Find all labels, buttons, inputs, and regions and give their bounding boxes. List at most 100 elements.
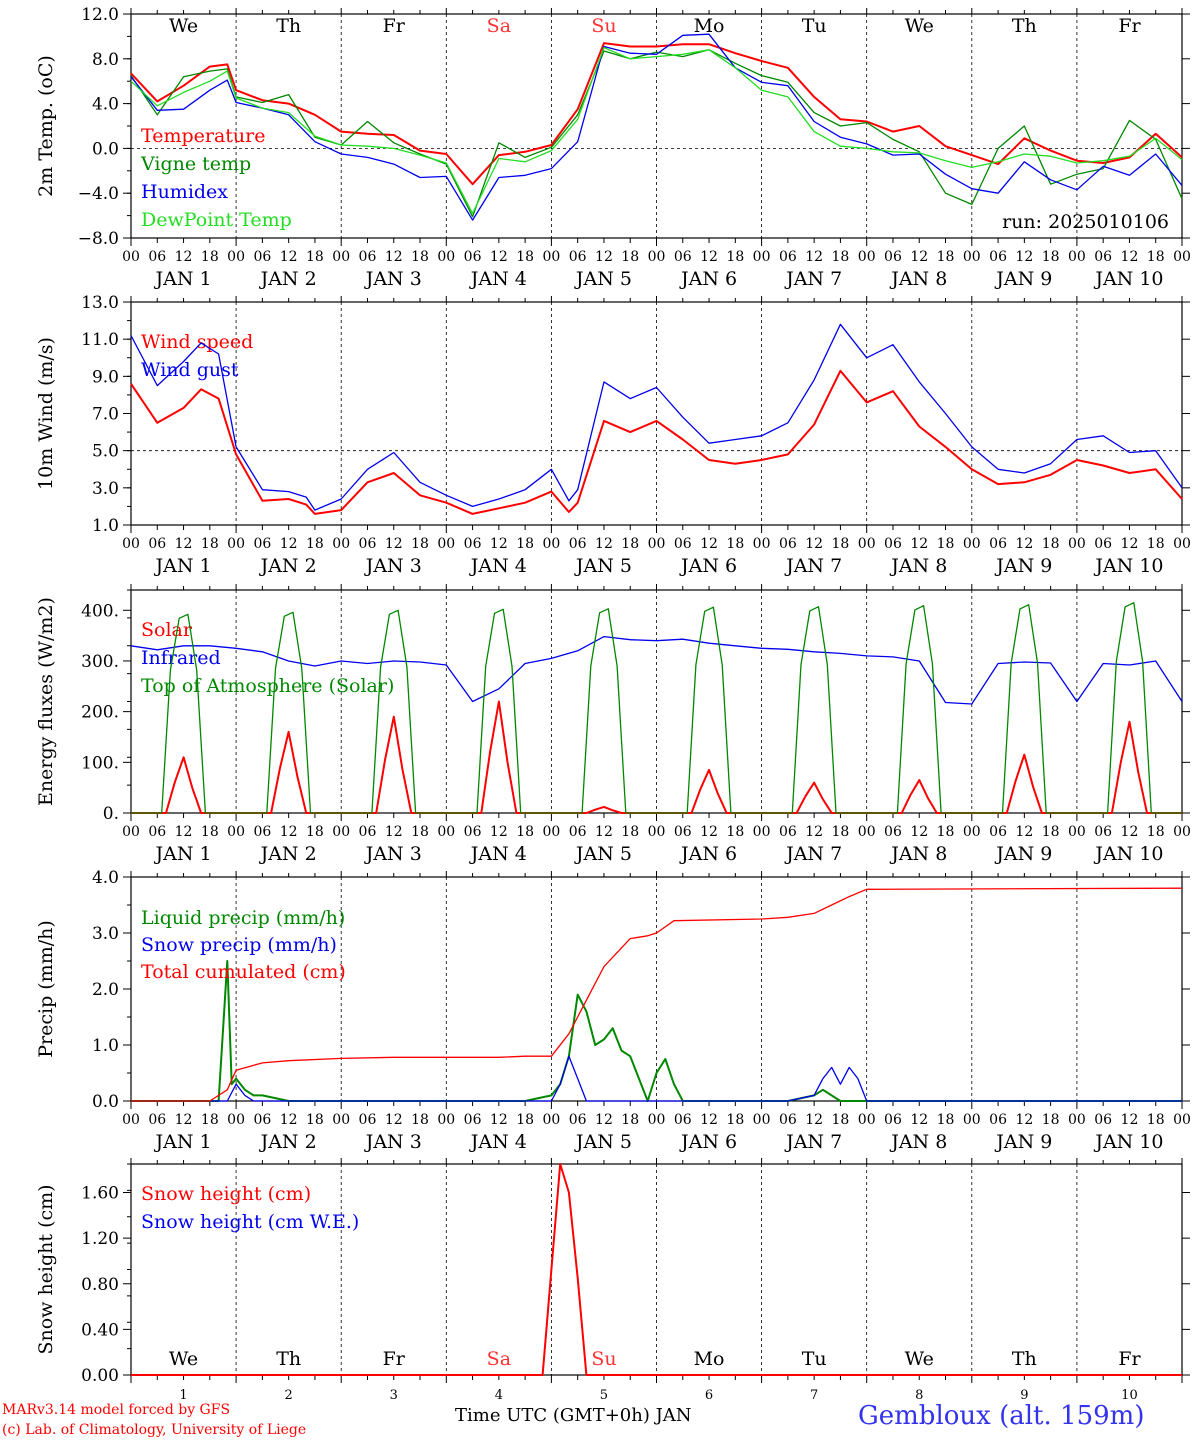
day-name: Mo	[694, 15, 725, 37]
x-hour-label: 06	[569, 824, 587, 840]
x-hour-label: 18	[726, 824, 744, 840]
x-hour-label: 18	[1147, 824, 1165, 840]
x-date-label: JAN 1	[154, 1131, 212, 1153]
legend-entry: Snow height (cm W.E.)	[141, 1211, 359, 1233]
day-name: Th	[276, 1348, 301, 1370]
x-hour-label: 12	[280, 249, 298, 265]
x-hour-label: 12	[700, 1112, 718, 1128]
x-hour-label: 06	[779, 249, 797, 265]
panel-flux: 400.300.200.100.0.00 06 12 18 00 06 12 18 00 06 12…	[35, 584, 1191, 865]
x-hour-label: 12	[1121, 536, 1139, 552]
x-hour-label: 12	[280, 824, 298, 840]
day-name: Su	[591, 15, 616, 37]
x-date-label: JAN 4	[469, 1131, 527, 1153]
x-hour-label: 12	[175, 249, 193, 265]
x-hour-label: 06	[148, 249, 166, 265]
x-hour-label: 06	[674, 536, 692, 552]
x-date-label: JAN 9	[994, 555, 1052, 577]
x-hour-label: 18	[306, 1112, 324, 1128]
y-tick-label: 0.0	[92, 1092, 119, 1112]
day-name: Tu	[802, 1348, 827, 1370]
day-name: Su	[591, 1348, 616, 1370]
day-name: Fr	[383, 15, 406, 37]
x-date-label: JAN 2	[259, 555, 317, 577]
series-line-vigne-temp	[130, 49, 1183, 218]
x-hour-label: 12	[910, 824, 928, 840]
x-date-label: JAN 5	[574, 268, 632, 290]
series-line-infrared	[130, 635, 1183, 705]
x-date-label: JAN 6	[679, 268, 737, 290]
x-date-label: JAN 5	[574, 555, 632, 577]
x-hour-label: 00	[753, 536, 771, 552]
y-axis-label: Precip (mm/h)	[35, 920, 57, 1058]
x-date-label: JAN 2	[259, 268, 317, 290]
x-hour-label: 18	[937, 1112, 955, 1128]
x-hour-label: 12	[595, 249, 613, 265]
x-hour-label: 18	[832, 536, 850, 552]
day-name: Tu	[802, 15, 827, 37]
x-hour-label: 18	[832, 824, 850, 840]
legend-entry: Liquid precip (mm/h)	[141, 907, 345, 929]
x-hour-label: 06	[1094, 536, 1112, 552]
x-hour-label: 00	[858, 249, 876, 265]
x-day-number: 6	[705, 1388, 713, 1403]
x-hour-label: 12	[805, 249, 823, 265]
x-day-number: 3	[390, 1388, 398, 1403]
x-hour-label: 06	[359, 1112, 377, 1128]
x-hour-label: 00	[227, 1112, 245, 1128]
x-hour-label: 12	[490, 249, 508, 265]
x-date-label: JAN 7	[784, 555, 842, 577]
x-day-number: 2	[285, 1388, 293, 1403]
x-hour-label: 18	[621, 1112, 639, 1128]
day-name: We	[905, 15, 934, 37]
x-hour-label: 06	[359, 249, 377, 265]
x-date-label: JAN 2	[259, 843, 317, 865]
x-hour-label: 12	[1121, 249, 1139, 265]
x-hour-label: 12	[805, 1112, 823, 1128]
x-hour-label: 00	[1173, 249, 1191, 265]
x-hour-label: 18	[516, 536, 534, 552]
x-hour-label: 06	[989, 1112, 1007, 1128]
x-hour-label: 12	[1015, 1112, 1033, 1128]
x-date-label: JAN 10	[1093, 555, 1163, 577]
x-hour-label: 12	[175, 536, 193, 552]
x-hour-label: 12	[175, 824, 193, 840]
x-date-label: JAN 1	[154, 268, 212, 290]
x-date-label: JAN 5	[574, 843, 632, 865]
x-hour-label: 00	[542, 536, 560, 552]
panel-wind: 13.011.09.07.05.03.01.000 06 12 18 00 06 12 18 0…	[35, 293, 1191, 577]
x-hour-label: 06	[569, 1112, 587, 1128]
y-tick-label: 3.0	[92, 479, 119, 499]
x-hour-label: 12	[595, 1112, 613, 1128]
x-hour-label: 18	[201, 824, 219, 840]
x-hour-label: 06	[779, 1112, 797, 1128]
x-hour-label: 00	[858, 536, 876, 552]
x-hour-label: 00	[1068, 536, 1086, 552]
x-hour-label: 12	[595, 536, 613, 552]
x-day-number: 8	[915, 1388, 923, 1403]
y-axis-label: Energy fluxes (W/m2)	[35, 597, 57, 806]
x-hour-label: 00	[858, 824, 876, 840]
x-hour-label: 06	[884, 824, 902, 840]
x-hour-label: 18	[1147, 249, 1165, 265]
x-date-label: JAN 9	[994, 1131, 1052, 1153]
x-hour-label: 18	[937, 249, 955, 265]
x-date-label: JAN 5	[574, 1131, 632, 1153]
x-hour-label: 00	[648, 536, 666, 552]
x-hour-label: 06	[464, 249, 482, 265]
x-date-label: JAN 1	[154, 843, 212, 865]
x-date-label: JAN 9	[994, 268, 1052, 290]
x-date-label: JAN 6	[679, 555, 737, 577]
x-hour-label: 00	[332, 1112, 350, 1128]
x-hour-label: 00	[1173, 1112, 1191, 1128]
x-hour-label: 06	[674, 1112, 692, 1128]
x-hour-label: 12	[280, 1112, 298, 1128]
series-line-humidex	[130, 33, 1183, 221]
x-date-label: JAN 6	[679, 843, 737, 865]
legend-entry: Top of Atmosphere (Solar)	[141, 675, 394, 697]
y-axis-label: Snow height (cm)	[35, 1184, 57, 1354]
series-line-wind-speed	[130, 369, 1183, 515]
x-hour-label: 06	[1094, 1112, 1112, 1128]
